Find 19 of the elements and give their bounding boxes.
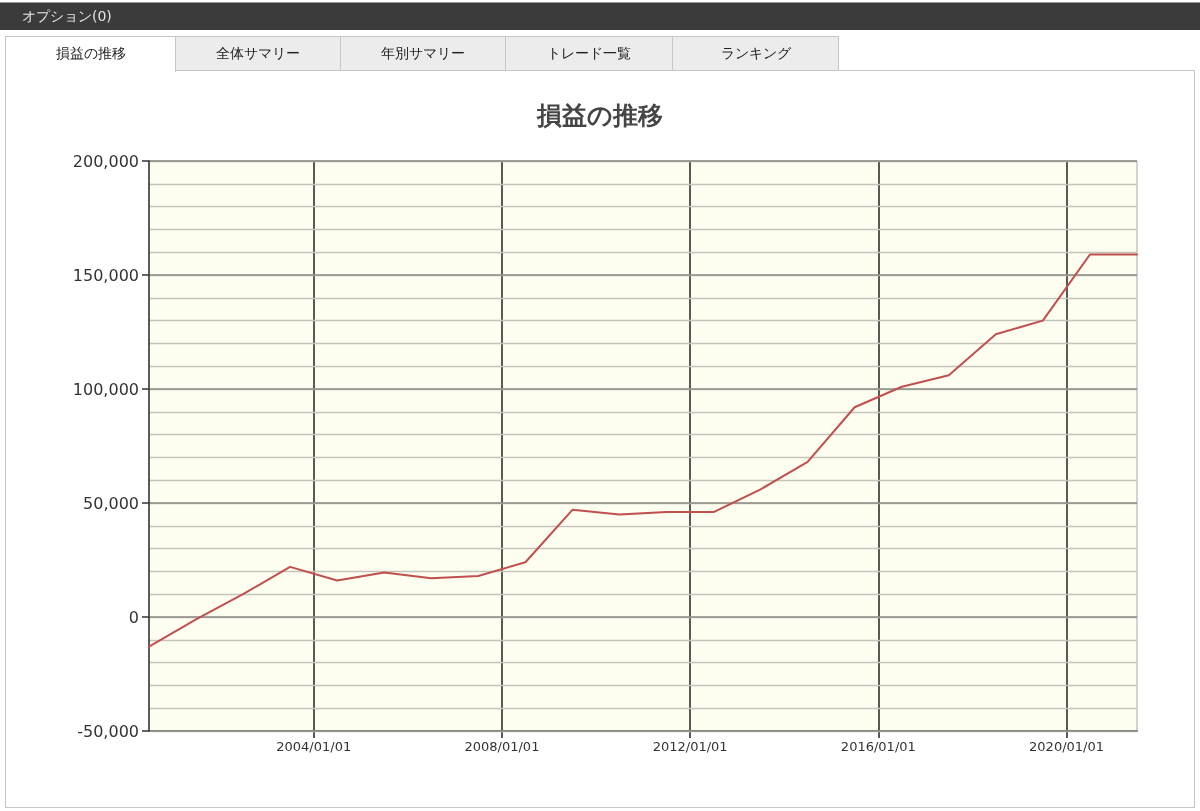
- header-bar: オプション(0): [0, 2, 1200, 30]
- y-tick-label: 100,000: [72, 379, 139, 399]
- tab: 全体サマリー: [175, 36, 341, 70]
- tab: 年別サマリー: [340, 36, 506, 70]
- tab: ランキング: [672, 36, 839, 70]
- y-tick-label: 200,000: [72, 151, 139, 171]
- line-series: [148, 253, 1138, 648]
- x-tick-label: 2012/01/01: [652, 739, 728, 754]
- y-tick-label: 0: [128, 607, 139, 627]
- chart-title: 損益の推移: [536, 101, 663, 130]
- x-tick-label: 2020/01/01: [1029, 739, 1105, 754]
- x-tick-label: 2004/01/01: [276, 739, 352, 754]
- x-tick-label: 2016/01/01: [840, 739, 916, 754]
- tab: 損益の推移: [5, 36, 176, 72]
- y-tick-label: -50,000: [77, 721, 139, 741]
- y-tick-label: 150,000: [72, 265, 139, 285]
- x-tick-label: 2008/01/01: [464, 739, 540, 754]
- tab: トレード一覧: [505, 36, 673, 70]
- y-tick-label: 50,000: [83, 493, 139, 513]
